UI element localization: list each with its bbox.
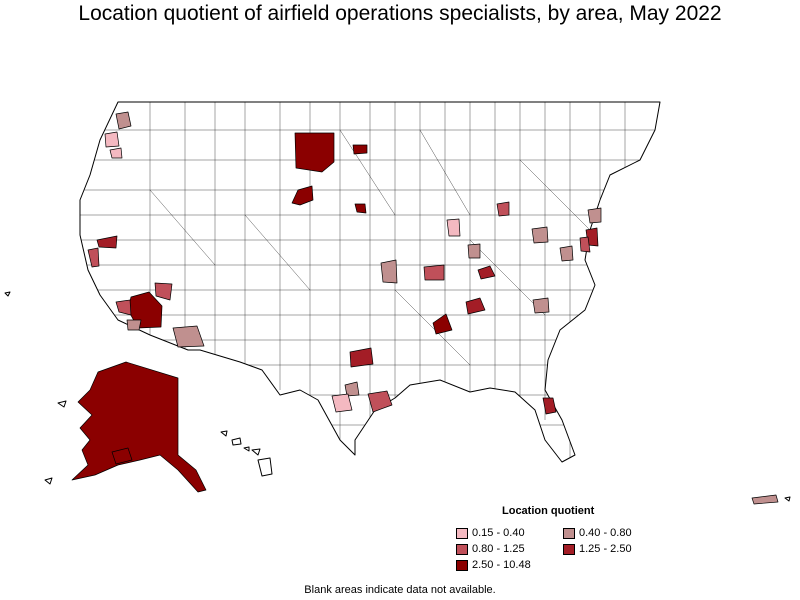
area-wyoming[interactable] (291, 185, 314, 206)
area-oregon-2[interactable] (109, 147, 123, 159)
area-puerto-rico[interactable] (751, 494, 779, 505)
area-california-central[interactable] (87, 247, 100, 268)
area-washington[interactable] (115, 111, 132, 130)
area-tennessee-east[interactable] (465, 297, 486, 315)
alaska-island-2 (44, 477, 53, 485)
legend-label-5: 2.50 - 10.48 (472, 559, 531, 571)
shaded-areas (87, 111, 602, 415)
legend-label-1: 0.15 - 0.40 (472, 527, 525, 539)
area-san-antonio[interactable] (331, 393, 353, 413)
legend-title: Location quotient (502, 505, 595, 517)
area-new-york[interactable] (587, 207, 602, 224)
legend: Location quotient 0.15 - 0.40 0.40 - 0.8… (456, 505, 676, 575)
hawaii-island-1 (220, 430, 228, 437)
puerto-rico[interactable] (751, 494, 791, 505)
hawaii-island-4 (251, 448, 261, 456)
area-michigan[interactable] (496, 201, 510, 217)
alaska-island-1 (57, 400, 67, 408)
area-alaska-penninsula[interactable] (111, 447, 133, 465)
legend-item-1: 0.15 - 0.40 (456, 526, 525, 540)
hawaii-island-3 (243, 446, 250, 452)
area-oregon[interactable] (104, 131, 120, 148)
area-new-mexico[interactable] (172, 325, 205, 348)
legend-swatch-1 (456, 527, 468, 539)
area-virginia-south[interactable] (559, 245, 574, 262)
area-kansas[interactable] (380, 259, 398, 284)
legend-item-2: 0.40 - 0.80 (563, 526, 632, 540)
area-california-south[interactable] (115, 299, 132, 316)
area-houston[interactable] (367, 390, 393, 413)
area-pennsylvania[interactable] (531, 226, 549, 244)
legend-swatch-4 (563, 543, 575, 555)
area-texas-east[interactable] (349, 347, 374, 368)
legend-item-3: 0.80 - 1.25 (456, 542, 525, 556)
area-nevada-south[interactable] (154, 282, 173, 301)
legend-label-4: 1.25 - 2.50 (579, 543, 632, 555)
area-california-bay[interactable] (96, 235, 118, 249)
area-north-carolina[interactable] (532, 297, 550, 314)
area-kentucky[interactable] (477, 265, 496, 280)
area-missouri[interactable] (423, 264, 445, 281)
area-minnesota[interactable] (354, 203, 367, 214)
legend-swatch-3 (456, 543, 468, 555)
area-illinois[interactable] (446, 218, 461, 237)
map-title: Location quotient of airfield operations… (78, 2, 722, 25)
legend-swatch-5 (456, 559, 468, 571)
legend-item-4: 1.25 - 2.50 (563, 542, 632, 556)
alaska[interactable] (4, 291, 207, 493)
area-maryland[interactable] (579, 236, 591, 253)
area-alaska[interactable] (71, 361, 207, 493)
area-north-dakota[interactable] (352, 144, 368, 155)
area-montana[interactable] (294, 132, 335, 173)
legend-label-2: 0.40 - 0.80 (579, 527, 632, 539)
legend-label-3: 0.80 - 1.25 (472, 543, 525, 555)
hawaii-island-2 (231, 437, 242, 446)
area-florida[interactable] (542, 397, 557, 415)
legend-swatch-2 (563, 527, 575, 539)
alaska-island-3 (4, 291, 11, 297)
conus (79, 101, 661, 463)
area-tennessee[interactable] (432, 313, 453, 335)
legend-item-5: 2.50 - 10.48 (456, 558, 531, 572)
area-california-coast[interactable] (126, 319, 142, 331)
pr-island (784, 496, 791, 502)
hawaii (220, 430, 273, 477)
area-indiana[interactable] (467, 243, 481, 259)
area-texas-central[interactable] (344, 381, 360, 397)
hawaii-island-5 (257, 457, 273, 477)
footnote: Blank areas indicate data not available. (304, 584, 496, 596)
